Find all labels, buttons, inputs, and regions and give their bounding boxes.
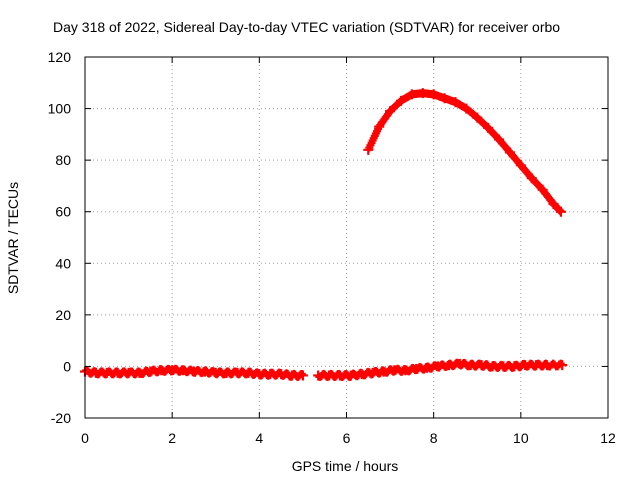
y-tick-label: -20 bbox=[51, 410, 71, 426]
x-tick-label: 2 bbox=[168, 430, 176, 446]
x-tick-label: 12 bbox=[600, 430, 616, 446]
y-tick-label: 80 bbox=[55, 152, 71, 168]
x-axis-label: GPS time / hours bbox=[292, 458, 399, 474]
x-tick-label: 0 bbox=[81, 430, 89, 446]
y-tick-label: 120 bbox=[48, 49, 72, 65]
y-axis-label: SDTVAR / TECUs bbox=[5, 182, 21, 294]
data-point bbox=[556, 359, 565, 368]
data-series bbox=[80, 88, 568, 381]
x-tick-label: 6 bbox=[343, 430, 351, 446]
data-point bbox=[556, 206, 565, 215]
x-tick-label: 4 bbox=[255, 430, 263, 446]
y-tick-label: 60 bbox=[55, 204, 71, 220]
y-tick-label: 100 bbox=[48, 101, 72, 117]
y-tick-label: 20 bbox=[55, 307, 71, 323]
x-tick-label: 8 bbox=[430, 430, 438, 446]
grid bbox=[85, 57, 608, 418]
y-tick-label: 40 bbox=[55, 255, 71, 271]
y-tick-label: 0 bbox=[63, 358, 71, 374]
chart-title: Day 318 of 2022, Sidereal Day-to-day VTE… bbox=[53, 19, 560, 35]
series-satellite-arc-high bbox=[363, 88, 566, 217]
data-point bbox=[297, 369, 306, 378]
ticks: 0 2 4 6 8 10 12 -20 0 20 40 60 80 100 120 bbox=[48, 49, 616, 446]
series-near-zero-arcs bbox=[80, 358, 568, 381]
x-tick-label: 10 bbox=[513, 430, 529, 446]
